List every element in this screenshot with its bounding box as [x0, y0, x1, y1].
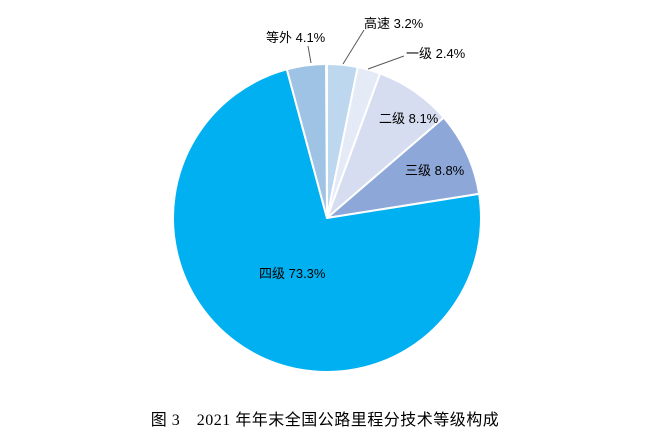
leader-lines: [307, 29, 405, 70]
slice-label-dengwai: 等外 4.1%: [266, 30, 326, 45]
leader-line-yiji: [367, 55, 405, 70]
slice-label-gaosu: 高速 3.2%: [364, 16, 424, 31]
pie-slices: [172, 62, 482, 373]
slice-label-siji: 四级 73.3%: [259, 266, 326, 281]
leader-line-dengwai: [307, 45, 312, 64]
pie-slice-sanji: [326, 116, 481, 219]
leader-line-gaosu: [342, 29, 365, 65]
slice-label-erji: 二级 8.1%: [379, 111, 439, 126]
figure-caption: 图 3 2021 年年末全国公路里程分技术等级构成: [150, 412, 500, 429]
slice-label-sanji: 三级 8.8%: [405, 163, 465, 178]
slice-label-yiji: 一级 2.4%: [406, 46, 466, 61]
pie-slice-siji: [172, 68, 482, 373]
pie-slice-dengwai: [285, 63, 328, 219]
